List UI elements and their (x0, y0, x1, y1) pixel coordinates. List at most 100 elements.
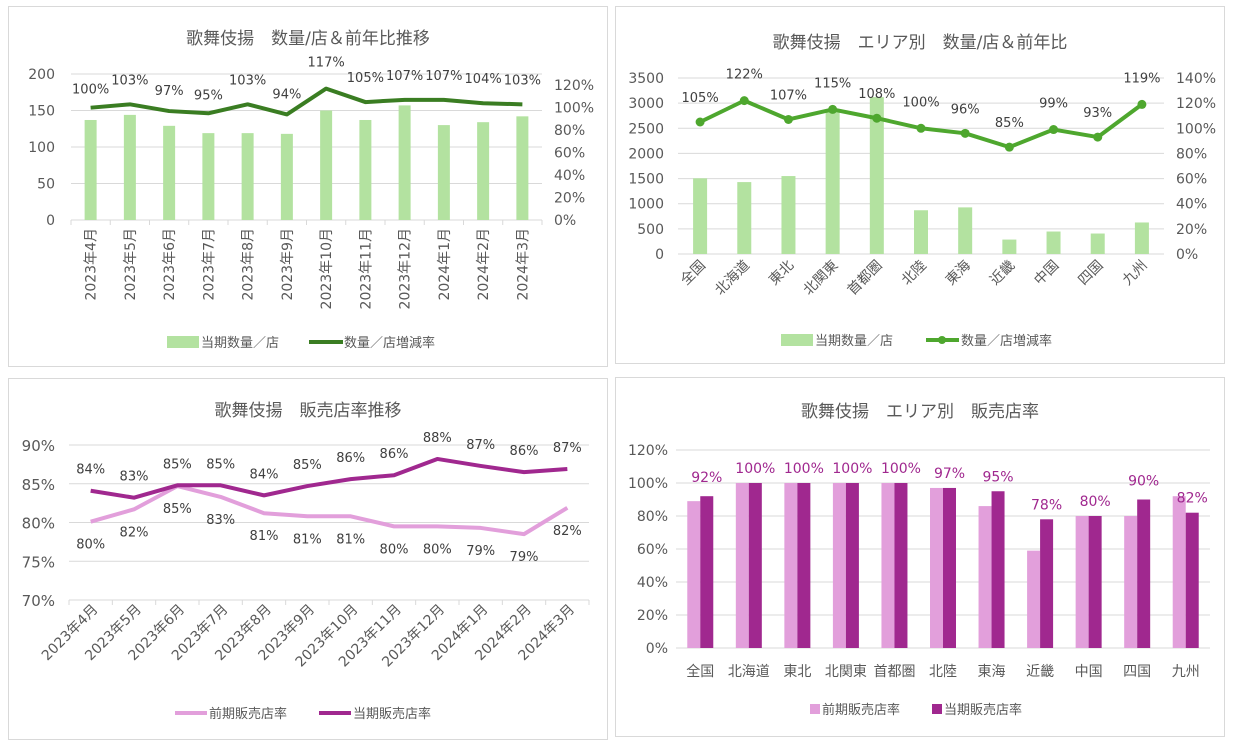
data-label-previous: 82% (553, 524, 582, 539)
data-label-previous: 79% (466, 544, 495, 559)
bar-current-store-rate (845, 483, 859, 648)
bar-current-quantity (241, 133, 254, 220)
bar-current-store-rate (748, 483, 762, 648)
y-tick-label: 60% (637, 542, 668, 558)
data-label-current: 92% (691, 470, 722, 486)
data-label-growth: 97% (155, 84, 184, 99)
bar-previous-store-rate (930, 487, 943, 648)
chart-area-quantity: 歌舞伎揚 エリア別 数量/店＆前年比 0 500 1000 1500 2000 2500 30… (628, 33, 1216, 349)
y-tick-label: 80% (637, 509, 668, 525)
data-label-current: 85% (206, 457, 235, 472)
data-label-growth: 107% (425, 69, 462, 84)
legend-swatch-bar (781, 334, 813, 346)
data-label-growth: 107% (386, 69, 423, 84)
x-tick-label: 全国 (677, 257, 709, 289)
line-quantity-growth (90, 86, 523, 117)
y-left-tick-label: 500 (637, 222, 664, 238)
data-label-current: 100% (784, 461, 824, 477)
data-label-growth: 94% (272, 87, 301, 102)
bar-current-quantity (163, 125, 176, 220)
line-marker (1137, 99, 1147, 109)
y-tick-label: 85% (22, 476, 55, 494)
x-tick-label: 北海道 (728, 664, 770, 680)
bar-current-quantity (398, 105, 411, 220)
chart-title: 歌舞伎揚 エリア別 販売店率 (801, 402, 1039, 422)
bar-current-quantity (1046, 231, 1061, 254)
data-label-growth: 100% (902, 95, 939, 110)
x-tick-label: 2023年7月 (201, 228, 217, 301)
data-label-current: 100% (832, 461, 872, 477)
x-tick-label: 北関東 (800, 258, 841, 299)
data-label-growth: 117% (308, 56, 345, 71)
data-label-current: 87% (466, 438, 495, 453)
y-tick-label: 70% (22, 592, 55, 610)
data-label-current: 84% (250, 467, 279, 482)
x-tick-label: 2023年5月 (123, 228, 139, 301)
data-label-growth: 85% (995, 116, 1024, 131)
legend-swatch-current (932, 704, 942, 714)
x-tick-label: 九州 (1120, 258, 1151, 289)
y-left-tick-label: 200 (28, 67, 55, 83)
data-label-growth: 103% (111, 73, 148, 88)
line-marker (1049, 125, 1059, 135)
data-label-previous: 79% (510, 550, 539, 565)
y-left-tick-label: 1500 (628, 172, 664, 188)
bar-current-quantity (737, 182, 752, 254)
data-label-current: 86% (336, 451, 365, 466)
legend-label-current: 当期販売店率 (353, 706, 431, 722)
chart-monthly-store-rate: 歌舞伎揚 販売店率推移 70% 75% 80% 85% 90% 80% 82% 85% 83% 81… (22, 401, 590, 722)
data-label-previous: 81% (250, 529, 279, 544)
chart-panel-monthly-quantity: 歌舞伎揚 数量/店＆前年比推移 0 50 100 150 200 0% 20% 40% 60% 80… (8, 6, 608, 367)
x-tick-label: 北海道 (712, 258, 753, 299)
x-tick-label: 2023年9月 (280, 228, 296, 301)
data-label-growth: 107% (770, 88, 807, 103)
x-tick-label: 東北 (766, 258, 797, 289)
bar-current-store-rate (1137, 499, 1151, 648)
y-right-tick-label: 120% (1176, 96, 1216, 112)
data-label-current: 87% (553, 441, 582, 456)
data-label-current: 84% (76, 463, 105, 478)
bar-previous-store-rate (1075, 516, 1089, 648)
data-label-previous: 82% (120, 525, 149, 540)
x-tick-label: 2023年11月 (358, 228, 374, 309)
x-tick-label: 2024年1月 (437, 228, 453, 301)
chart-panel-monthly-store-rate: 歌舞伎揚 販売店率推移 70% 75% 80% 85% 90% 80% 82% 85% 83% 81… (8, 378, 608, 740)
bar-current-quantity (1134, 222, 1149, 254)
chart-panel-area-store-rate: 歌舞伎揚 エリア別 販売店率 0% 20% 40% 60% 80% 100% 120% 92% 全… (615, 377, 1225, 737)
bar-previous-store-rate (784, 483, 798, 648)
data-label-current: 88% (423, 431, 452, 446)
y-right-tick-label: 120% (554, 78, 594, 94)
bar-current-quantity (958, 207, 973, 254)
data-label-previous: 80% (380, 542, 409, 557)
data-label-growth: 93% (1083, 106, 1112, 121)
y-right-tick-label: 100% (1176, 121, 1216, 137)
data-label-current: 86% (510, 444, 539, 459)
x-tick-label: 北陸 (899, 258, 930, 289)
bar-previous-store-rate (832, 483, 846, 648)
line-marker (916, 123, 926, 133)
line-marker (739, 96, 749, 106)
y-right-tick-label: 140% (1176, 71, 1216, 87)
legend-label-previous: 前期販売店率 (822, 702, 900, 718)
data-label-current: 95% (982, 469, 1013, 485)
bar-previous-store-rate (978, 506, 992, 648)
data-label-current: 86% (380, 447, 409, 462)
y-right-tick-label: 40% (1176, 197, 1207, 213)
y-tick-label: 20% (637, 608, 668, 624)
y-left-tick-label: 2000 (628, 146, 664, 162)
data-label-growth: 104% (465, 72, 502, 87)
data-label-growth: 95% (194, 88, 223, 103)
legend-label-bar: 当期数量／店 (201, 336, 279, 351)
data-label-current: 82% (1177, 491, 1208, 507)
x-tick-label: 東海 (978, 664, 1006, 680)
y-tick-label: 0% (646, 641, 668, 657)
data-label-growth: 100% (72, 83, 109, 98)
line-previous-store-rate (90, 484, 569, 537)
data-label-growth: 99% (1039, 97, 1068, 112)
legend-label-line: 数量／店増減率 (344, 335, 435, 351)
bar-current-quantity (84, 119, 97, 220)
data-label-previous: 85% (163, 502, 192, 517)
bar-current-store-rate (1040, 519, 1054, 648)
bar-current-store-rate (700, 496, 714, 648)
x-tick-label: 2024年2月 (476, 228, 492, 301)
